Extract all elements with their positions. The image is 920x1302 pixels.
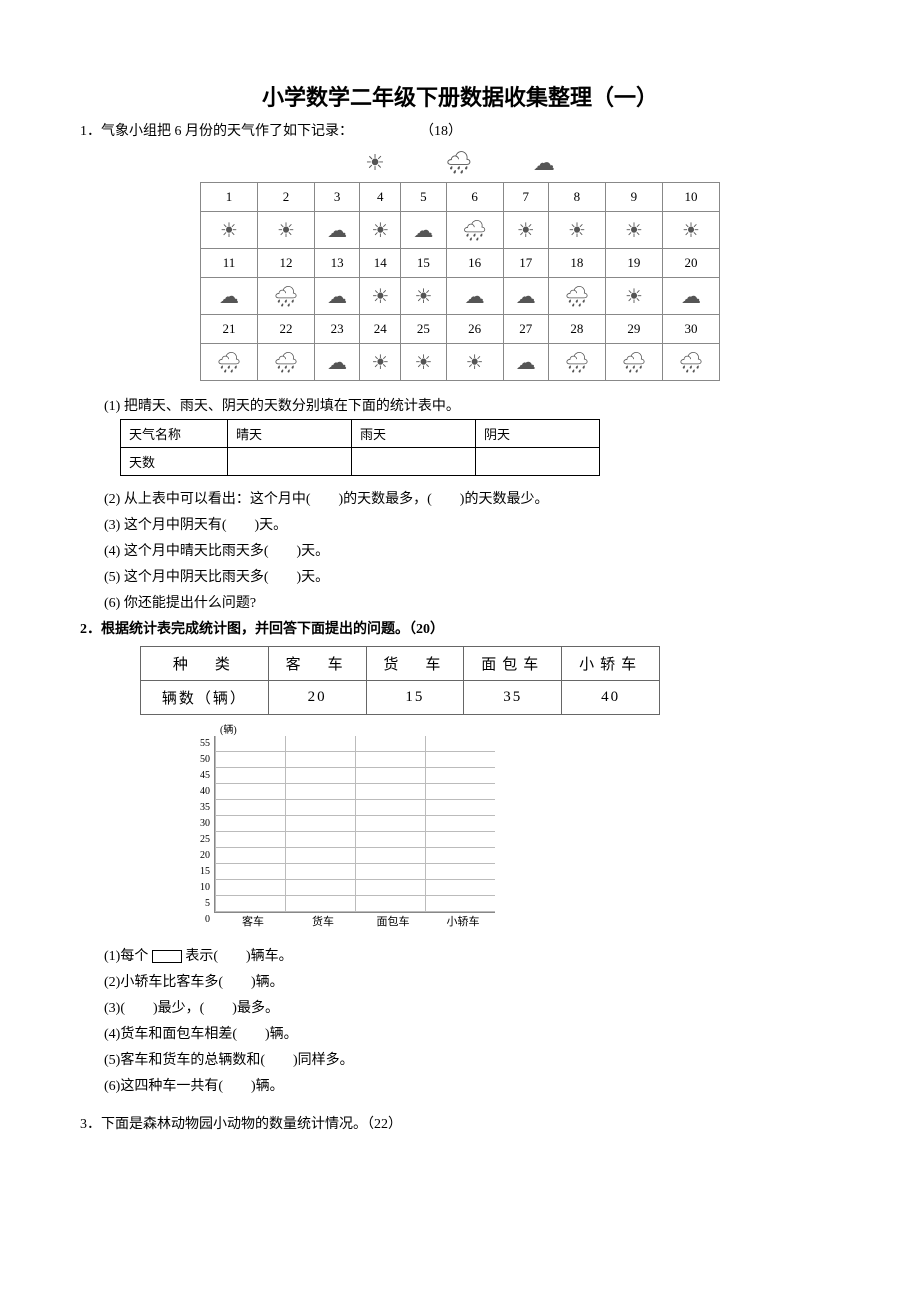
q2-sub3: (3)( )最少，( )最多。 xyxy=(104,997,840,1017)
bar-chart: (辆) 55 50 45 40 35 30 25 20 15 10 5 0 客车… xyxy=(80,721,840,929)
vehicle-table: 种 类 客 车 货 车 面包车 小轿车 辆数（辆） 20 15 35 40 xyxy=(140,646,660,715)
weather-calendar: 12345678910 ☀☀☁☀☁🌧☀☀☀☀ 11121314151617181… xyxy=(200,182,720,381)
cal-days-row-1: 12345678910 xyxy=(201,183,720,212)
chart-xlabels: 客车 货车 面包车 小轿车 xyxy=(218,913,498,929)
chart-ylabels: 55 50 45 40 35 30 25 20 15 10 5 0 xyxy=(200,736,210,912)
q2-sub2: (2)小轿车比客车多( )辆。 xyxy=(104,971,840,991)
legend-rainy-icon: 🌧 xyxy=(445,150,473,176)
cal-days-row-2: 11121314151617181920 xyxy=(201,249,720,278)
cal-icons-row-3: 🌧🌧☁☀☀☀☁🌧🌧🌧 xyxy=(201,344,720,381)
q2-sub4: (4)货车和面包车相差( )辆。 xyxy=(104,1023,840,1043)
q1-sub5: (5) 这个月中阴天比雨天多( )天。 xyxy=(104,566,840,586)
cal-icons-row-2: ☁🌧☁☀☀☁☁🌧☀☁ xyxy=(201,278,720,315)
q2-sub6: (6)这四种车一共有( )辆。 xyxy=(104,1075,840,1095)
q2-sub5: (5)客车和货车的总辆数和( )同样多。 xyxy=(104,1049,840,1069)
cal-days-row-3: 21222324252627282930 xyxy=(201,315,720,344)
legend-cloudy-icon: ☁ xyxy=(533,150,555,176)
q1-intro-text: 1．气象小组把 6 月份的天气作了如下记录： xyxy=(80,124,353,139)
q1-sub3: (3) 这个月中阴天有( )天。 xyxy=(104,514,840,534)
q1-intro: 1．气象小组把 6 月份的天气作了如下记录： （18） xyxy=(80,120,840,140)
q1-points: （18） xyxy=(420,124,462,139)
unit-box-icon xyxy=(152,950,182,963)
weather-legend: ☀ 🌧 ☁ xyxy=(80,150,840,176)
cal-icons-row-1: ☀☀☁☀☁🌧☀☀☀☀ xyxy=(201,212,720,249)
q2-intro: 2．根据统计表完成统计图，并回答下面提出的问题。（20） xyxy=(80,618,840,638)
legend-sunny-icon: ☀ xyxy=(365,150,385,176)
q1-sub6: (6) 你还能提出什么问题? xyxy=(104,592,840,612)
chart-unit: (辆) xyxy=(220,721,840,736)
chart-grid xyxy=(214,736,495,913)
q1-sub1: (1) 把晴天、雨天、阴天的天数分别填在下面的统计表中。 xyxy=(80,395,840,415)
weather-stat-table: 天气名称 晴天 雨天 阴天 天数 xyxy=(120,419,600,476)
q1-sub2: (2) 从上表中可以看出：这个月中( )的天数最多，( )的天数最少。 xyxy=(104,488,840,508)
q1-sub4: (4) 这个月中晴天比雨天多( )天。 xyxy=(104,540,840,560)
page-title: 小学数学二年级下册数据收集整理（一） xyxy=(80,80,840,112)
q2-sub1: (1)每个 表示( )辆车。 xyxy=(104,945,840,965)
q3-text: 3．下面是森林动物园小动物的数量统计情况。（22） xyxy=(80,1113,840,1133)
